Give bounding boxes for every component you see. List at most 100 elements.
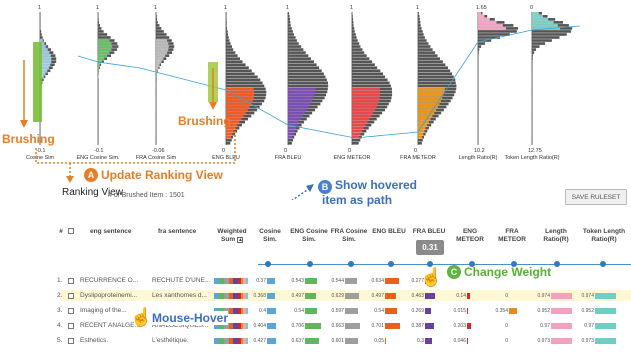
metric-bar	[425, 293, 435, 299]
weighted-sum-segment	[246, 278, 248, 284]
metric-value: 0	[494, 293, 508, 300]
row-number: 2.	[57, 290, 67, 301]
weight-knob-fra-cosine[interactable]	[348, 261, 354, 267]
metric-value: 0.97	[580, 323, 594, 330]
weighted-sum-bar	[214, 338, 248, 344]
row-checkbox[interactable]	[68, 278, 74, 284]
metric-bar	[385, 293, 396, 299]
metric-value: 0.404	[252, 323, 266, 330]
metric-bar	[595, 338, 616, 344]
mouse-hover-label: Mouse-Hover	[152, 311, 228, 325]
metric-bar	[345, 308, 358, 314]
header-eng-cosine[interactable]: ENG Cosine Sim.	[290, 228, 328, 244]
metric-bar	[551, 308, 572, 314]
header-eng-meteor[interactable]: ENG METEOR	[452, 228, 488, 244]
metric-bar	[467, 293, 470, 299]
metric-bar	[267, 323, 276, 329]
save-ruleset-button[interactable]: SAVE RULESET	[565, 189, 627, 205]
row-number: 1.	[57, 275, 67, 286]
header-token-length-ratio[interactable]: Token Length Ratio(R)	[580, 228, 628, 244]
metric-value: 0	[494, 338, 508, 345]
select-all-checkbox[interactable]	[68, 228, 74, 234]
metric-bar	[345, 278, 357, 284]
metric-bar	[467, 338, 468, 344]
header-fra-cosine[interactable]: FRA Cosine Sim.	[330, 228, 368, 244]
row-checkbox[interactable]	[68, 338, 74, 344]
header-length-ratio[interactable]: Length Ratio(R)	[536, 228, 576, 244]
metric-bar	[595, 293, 616, 299]
metric-value: 0.54	[290, 308, 304, 315]
metric-bar	[305, 308, 317, 314]
metric-value: 0.637	[290, 338, 304, 345]
hand-cursor-icon: ☝	[420, 268, 442, 286]
eng-sentence-cell[interactable]: Esthetics.	[80, 335, 152, 346]
metric-value: 0.629	[330, 293, 344, 300]
header-cosine-sim[interactable]: Cosine Sim.	[252, 228, 288, 244]
header-fra-bleu[interactable]: FRA BLEU	[410, 228, 448, 236]
metric-value: 0.4	[252, 308, 266, 315]
fra-sentence-cell[interactable]: L'esthétique.	[152, 335, 216, 346]
weight-knob-length-ratio[interactable]	[554, 261, 560, 267]
metric-bar	[345, 323, 360, 329]
fra-sentence-cell[interactable]: Les xanthomes d...	[152, 290, 216, 301]
metric-bar	[551, 293, 572, 299]
show-hovered-label-1: Show hovered	[335, 178, 417, 192]
update-ranking-label: Update Ranking View	[101, 168, 223, 182]
metric-bar	[385, 278, 399, 284]
weighted-sum-bar	[214, 278, 248, 284]
row-number: 4.	[57, 320, 67, 331]
weight-knob-cosine[interactable]	[265, 261, 271, 267]
metric-value: 0.973	[536, 338, 550, 345]
show-hovered-label-2: item as path	[322, 193, 392, 207]
metric-bar	[551, 338, 572, 344]
metric-value: 0.05	[370, 338, 384, 345]
metric-value: 0.974	[580, 293, 594, 300]
sort-icon[interactable]: ▲	[237, 237, 243, 243]
metric-value: 0.387	[410, 323, 424, 330]
metric-bar	[385, 323, 400, 329]
metric-bar	[425, 323, 434, 329]
metric-value: 0.634	[370, 278, 384, 285]
metric-value: 0.354	[494, 308, 508, 315]
metric-value: 0.015	[452, 308, 466, 315]
header-eng-sentence[interactable]: eng sentence	[90, 228, 160, 236]
metric-value: 0.497	[370, 293, 384, 300]
metric-bar	[345, 338, 358, 344]
metric-bar	[305, 278, 317, 284]
metric-value: 0.544	[330, 278, 344, 285]
header-weighted-sum[interactable]: Weighted Sum ▲	[214, 228, 250, 244]
header-fra-sentence[interactable]: fra sentence	[158, 228, 218, 236]
eng-sentence-cell[interactable]: RECURRENCE O...	[80, 275, 152, 286]
weight-knob-token-length-ratio[interactable]	[600, 261, 606, 267]
metric-value: 0.974	[536, 293, 550, 300]
weighted-sum-bar	[214, 293, 248, 299]
metric-bar	[345, 293, 359, 299]
metric-value: 0.269	[410, 308, 424, 315]
weight-knob-eng-bleu[interactable]	[388, 261, 394, 267]
weight-knob-eng-cosine[interactable]	[307, 261, 313, 267]
row-checkbox[interactable]	[68, 293, 74, 299]
header-num: #	[57, 228, 65, 236]
row-number: 5.	[57, 335, 67, 346]
weighted-sum-segment	[246, 338, 248, 344]
header-fra-meteor[interactable]: FRA METEOR	[494, 228, 530, 244]
weighted-sum-segment	[246, 293, 248, 299]
metric-value: 0.54	[370, 308, 384, 315]
badge-c: C	[447, 265, 461, 279]
metric-value: 0.14	[452, 293, 466, 300]
metric-value: 0.37	[252, 278, 266, 285]
fra-sentence-cell[interactable]: RECHUTE D'UNE...	[152, 275, 216, 286]
metric-value: 0.701	[370, 323, 384, 330]
metric-value: 0.601	[330, 338, 344, 345]
eng-sentence-cell[interactable]: Dyslipoproteinemi...	[80, 290, 152, 301]
metric-value: 0	[494, 323, 508, 330]
metric-value: 0.663	[330, 323, 344, 330]
metric-bar	[305, 338, 319, 344]
weighted-sum-segment	[246, 323, 248, 329]
metric-value: 0.543	[290, 278, 304, 285]
row-checkbox[interactable]	[68, 308, 74, 314]
header-eng-bleu[interactable]: ENG BLEU	[370, 228, 408, 236]
row-checkbox[interactable]	[68, 323, 74, 329]
weighted-sum-segment	[246, 308, 248, 314]
metric-value: 0.203	[452, 323, 466, 330]
